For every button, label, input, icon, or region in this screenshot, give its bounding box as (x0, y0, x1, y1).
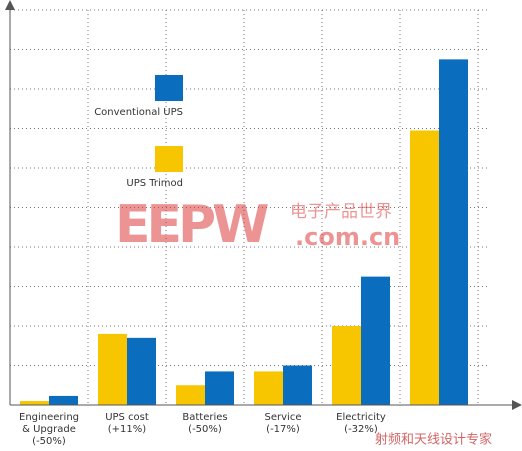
x-tick-label: & Upgrade (22, 424, 76, 435)
x-tick-label: (+11%) (108, 424, 147, 435)
bar (254, 371, 283, 405)
bar (98, 333, 127, 405)
grid (10, 9, 490, 406)
x-tick-label: (-50%) (188, 424, 222, 435)
bar (127, 337, 156, 405)
x-tick-label: (-32%) (344, 424, 378, 435)
legend-label: Conventional UPS (94, 107, 183, 118)
bar (439, 59, 468, 405)
legend-swatch (155, 146, 183, 172)
bar (283, 365, 312, 405)
bar (20, 401, 49, 405)
x-tick-label: Electricity (336, 412, 386, 423)
x-tick-label: (-50%) (32, 436, 66, 447)
watermark: 电子产品世界 (290, 202, 392, 222)
watermark: 射频和天线设计专家 (375, 432, 492, 448)
legend: Conventional UPS UPS Trimod (94, 75, 183, 189)
legend-swatch (155, 75, 183, 101)
watermark: EEPW (115, 195, 268, 255)
bar (361, 276, 390, 405)
bar (205, 371, 234, 405)
labels: Engineering& Upgrade(-50%)UPS cost(+11%)… (19, 412, 386, 447)
x-tick-label: Batteries (182, 412, 227, 423)
x-tick-label: (-17%) (266, 424, 300, 435)
bar (176, 385, 205, 405)
x-tick-label: Service (265, 412, 302, 423)
bars (20, 59, 468, 405)
x-axis-arrow (512, 400, 522, 410)
y-axis-arrow (5, 0, 15, 10)
watermark: .com.cn (295, 223, 400, 251)
legend-label: UPS Trimod (126, 178, 183, 189)
x-tick-label: UPS cost (105, 412, 149, 423)
bar (49, 395, 78, 405)
bar (332, 326, 361, 405)
bar (410, 130, 439, 405)
x-tick-label: Engineering (19, 412, 79, 423)
